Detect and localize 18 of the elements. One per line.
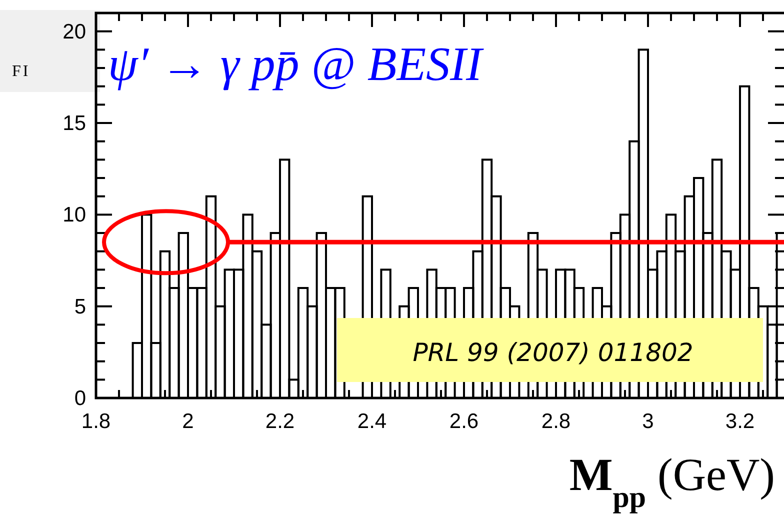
x-tick-label: 2 [182,410,194,433]
y-tick-label: 10 [62,204,86,227]
x-tick-label: 3.2 [725,410,755,433]
x-tick-label: 3 [642,410,654,433]
note-box: PRL 99 (2007) 011802 [337,318,763,382]
annotation: PRL 99 (2007) 011802 [412,338,694,367]
text: ψ′ → γ pp̄ @ BESII [108,38,484,91]
x-tick-label: 2.8 [541,410,571,433]
y-tick-label: 20 [62,20,86,44]
x-tick-label: 2.6 [449,410,479,433]
y-tick-label: 5 [74,295,86,318]
y-tick-label: 15 [62,112,86,135]
y-tick-label: 0 [74,387,86,410]
x-tick-label: 1.8 [81,410,111,433]
text: FI [12,63,30,80]
x-tick-label: 2.4 [357,410,387,433]
x-axis-title: M$_{pp}$ (GeV) [569,449,775,514]
x-tick-label: 2.2 [265,410,295,433]
